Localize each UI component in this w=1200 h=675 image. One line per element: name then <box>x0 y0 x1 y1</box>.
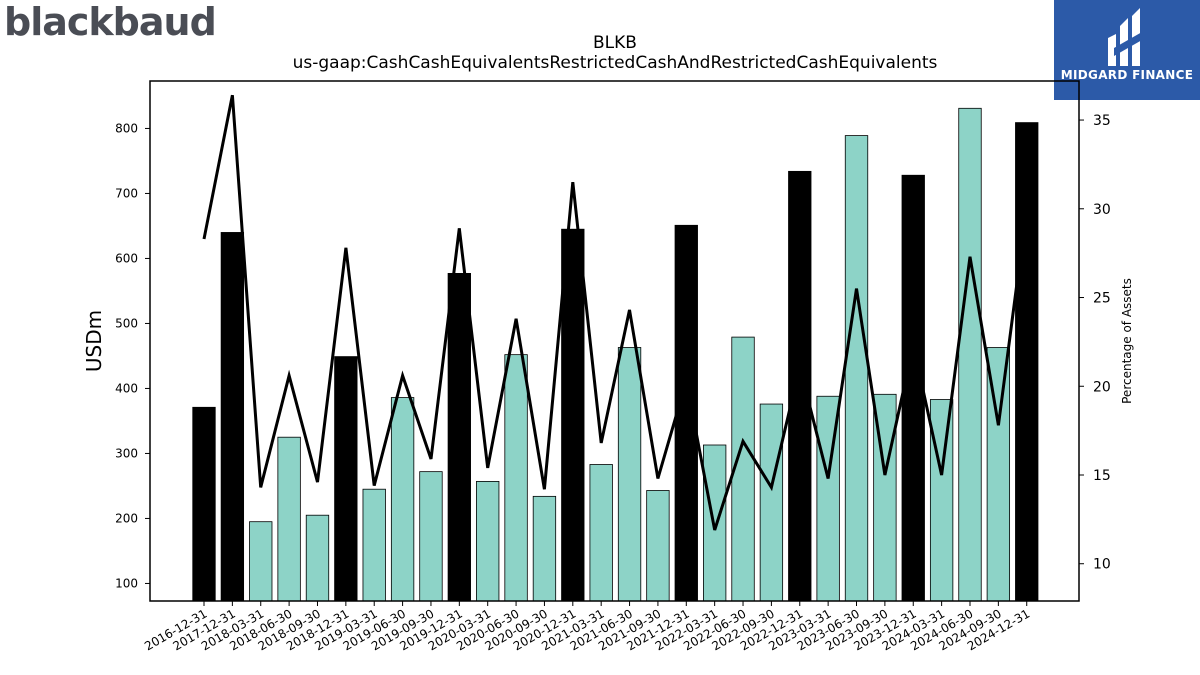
bar-2022-09-30 <box>759 403 784 602</box>
bar-2018-09-30 <box>305 514 330 602</box>
midgard-mark-icon <box>1108 8 1142 66</box>
y-axis-right: 10 15 20 25 30 35 <box>1079 113 1111 573</box>
y-tick-label: 400 <box>115 381 138 395</box>
bar-2021-09-30 <box>646 490 670 602</box>
bar-2020-12-31 <box>561 228 585 602</box>
y2-tick-label: 20 <box>1093 379 1111 395</box>
y-tick-label: 300 <box>115 446 138 460</box>
bar-2019-12-31 <box>447 272 471 602</box>
bar-2021-06-30 <box>617 347 642 602</box>
y2-axis-label: Percentage of Assets <box>1120 278 1134 404</box>
bar-2018-06-30 <box>277 436 301 602</box>
bar-2020-03-31 <box>476 480 500 602</box>
y-tick-label: 600 <box>115 251 138 265</box>
bar-2019-09-30 <box>419 471 443 602</box>
line-layer <box>202 94 1029 531</box>
bar-2016-12-31 <box>192 406 216 602</box>
blackbaud-logo: blackbaud <box>4 0 217 44</box>
bar-2021-03-31 <box>589 464 613 602</box>
bar-2024-03-31 <box>929 399 954 602</box>
bar-2018-03-31 <box>249 521 273 602</box>
bars-layer <box>192 107 1039 602</box>
y2-tick-label: 30 <box>1093 202 1111 218</box>
plot-frame <box>149 80 1080 602</box>
bar-2023-06-30 <box>844 135 869 602</box>
y2-tick-label: 10 <box>1093 557 1111 573</box>
x-axis: 2016-12-312017-12-312018-03-312018-06-30… <box>142 601 1032 653</box>
y2-tick-label: 15 <box>1093 468 1111 484</box>
y2-tick-label: 35 <box>1093 113 1111 129</box>
y-tick-label: 100 <box>115 576 138 590</box>
bar-2020-06-30 <box>504 354 528 602</box>
y-tick-label: 800 <box>115 121 138 135</box>
chart-title: BLKB <box>593 33 637 53</box>
pct-assets-line <box>202 94 1029 531</box>
y-axis-label: USDm <box>82 310 106 372</box>
bar-2024-12-31 <box>1015 122 1039 602</box>
y-tick-label: 700 <box>115 186 138 200</box>
y-tick-label: 200 <box>115 511 138 525</box>
midgard-logo-text: MIDGARD FINANCE <box>1060 68 1194 82</box>
midgard-finance-logo: MIDGARD FINANCE <box>1054 0 1200 100</box>
y-axis-left: 100 200 300 400 500 600 700 800 <box>115 121 150 590</box>
bar-2022-12-31 <box>788 170 812 602</box>
y-tick-label: 500 <box>115 316 138 330</box>
bar-2018-12-31 <box>334 356 358 602</box>
bar-2017-12-31 <box>220 232 245 602</box>
bar-2020-09-30 <box>532 495 557 602</box>
bar-2024-06-30 <box>958 107 982 602</box>
bar-2019-06-30 <box>390 397 415 602</box>
y2-tick-label: 25 <box>1093 291 1111 307</box>
chart-subtitle: us-gaap:CashCashEquivalentsRestrictedCas… <box>293 53 938 73</box>
bar-2019-03-31 <box>362 488 386 602</box>
